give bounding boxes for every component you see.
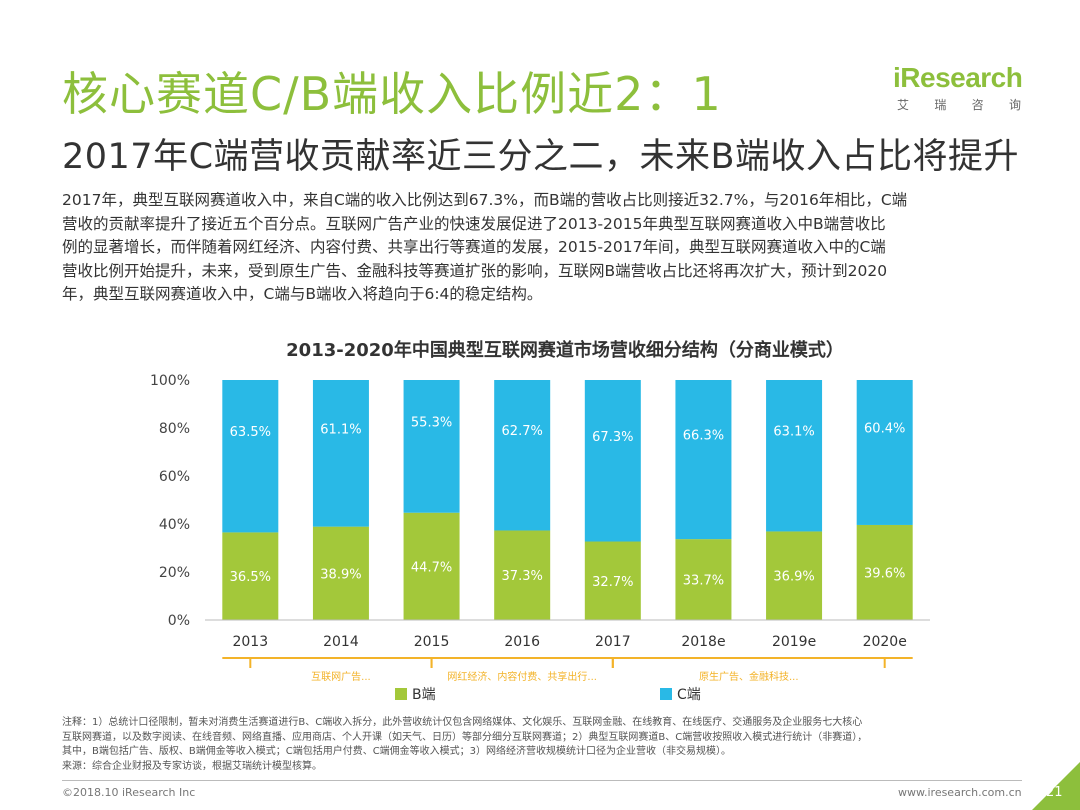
data-label-c: 66.3%	[683, 429, 724, 444]
logo-sub-char: 瑞	[934, 98, 947, 112]
y-tick-label: 40%	[159, 517, 190, 533]
logo-sub-char: 艾	[897, 98, 910, 112]
bar-c-segment	[222, 380, 279, 533]
data-label-c: 55.3%	[411, 415, 452, 430]
stacked-bar-chart: 0% 20% 40% 60% 80% 100% 36.5% 63.5% 2013 38.9% 61.…	[150, 373, 930, 703]
y-tick-label: 60%	[159, 469, 190, 485]
y-tick-label: 80%	[159, 421, 190, 437]
bar-b-segment	[766, 531, 823, 620]
logo-sub-char: 咨	[971, 98, 984, 112]
data-label-b: 36.9%	[773, 570, 814, 585]
bar-b-segment	[675, 539, 732, 620]
data-label-c: 62.7%	[502, 424, 543, 439]
chart-notes: 注释：1）总统计口径限制，暂未对消费生活赛道进行B、C端收入拆分，此外营收统计仅…	[62, 716, 1042, 774]
body-line: 2017年，典型互联网赛道收入中，来自C端的收入比例达到67.3%，而B端的营收…	[62, 191, 908, 209]
bar-c-segment	[312, 380, 369, 527]
bar-b-segment	[403, 512, 460, 620]
bar-c-segment	[766, 380, 823, 532]
data-label-c: 63.5%	[230, 425, 271, 440]
data-label-c: 63.1%	[773, 425, 814, 440]
iresearch-logo: iResearch 艾 瑞 咨 询	[893, 62, 1025, 124]
y-tick-label: 100%	[150, 373, 190, 389]
bar-b-segment	[494, 530, 551, 620]
data-label-b: 39.6%	[864, 566, 905, 581]
chart-title: 2013-2020年中国典型互联网赛道市场营收细分结构（分商业模式）	[286, 340, 844, 361]
note-line: 来源：综合企业财报及专家访谈，根据艾瑞统计模型核算。	[62, 760, 322, 772]
x-tick-label: 2015	[414, 634, 450, 650]
bar-b-segment	[312, 526, 369, 620]
bar-c-segment	[403, 380, 460, 513]
x-tick-label: 2016	[504, 634, 540, 650]
corner-accent	[1032, 762, 1080, 810]
annotation-label: 网红经济、内容付费、共享出行...	[447, 670, 597, 683]
data-label-b: 37.3%	[502, 569, 543, 584]
legend-label: C端	[677, 687, 701, 703]
x-tick-label: 2020e	[863, 634, 907, 650]
body-line: 营收比例开始提升，未来，受到原生广告、金融科技等赛道扩张的影响，互联网B端营收占…	[62, 261, 888, 280]
body-line: 例的显著增长，而伴随着网红经济、内容付费、共享出行等赛道的发展，2015-201…	[62, 238, 886, 256]
note-line: 其中，B端包括广告、版权、B端佣金等收入模式；C端包括用户付费、C端佣金等收入模…	[62, 746, 732, 757]
logo-subtext: 艾 瑞 咨 询	[893, 96, 1021, 113]
data-label-b: 36.5%	[230, 570, 271, 585]
legend-label: B端	[412, 687, 436, 703]
annotation-label: 原生广告、金融科技...	[699, 670, 799, 683]
data-label-b: 44.7%	[411, 560, 452, 575]
annotation-label: 互联网广告...	[311, 670, 371, 683]
body-line: 营收的贡献率提升了接近五个百分点。互联网广告产业的快速发展促进了2013-201…	[62, 214, 886, 233]
x-tick-label: 2018e	[681, 634, 725, 650]
x-tick-label: 2013	[232, 634, 268, 650]
bar-c-segment	[494, 380, 551, 531]
footer-divider	[62, 780, 1022, 781]
legend-swatch	[660, 688, 672, 700]
body-paragraph: 2017年，典型互联网赛道收入中，来自C端的收入比例达到67.3%，而B端的营收…	[62, 189, 1027, 307]
body-line: 年，典型互联网赛道收入中，C端与B端收入将趋向于6:4的稳定结构。	[62, 285, 543, 303]
data-label-b: 32.7%	[592, 575, 633, 590]
bar-b-segment	[222, 532, 279, 620]
data-label-b: 38.9%	[320, 567, 361, 582]
note-line: 注释：1）总统计口径限制，暂未对消费生活赛道进行B、C端收入拆分，此外营收统计仅…	[62, 717, 863, 728]
bar-b-segment	[584, 541, 641, 620]
page-subtitle: 2017年C端营收贡献率近三分之二，未来B端收入占比将提升	[62, 137, 1020, 177]
logo-text: iResearch	[893, 62, 1023, 93]
data-label-c: 60.4%	[864, 421, 905, 436]
x-tick-label: 2017	[595, 634, 631, 650]
footer-url[interactable]: www.iresearch.com.cn	[898, 786, 1022, 799]
data-label-c: 61.1%	[320, 422, 361, 437]
note-line: 互联网赛道，以及数字阅读、在线音频、网络直播、应用商店、个人开课（如天气、日历）…	[62, 731, 868, 743]
y-tick-label: 0%	[168, 613, 190, 629]
data-label-b: 33.7%	[683, 574, 724, 589]
page-number: 21	[1046, 785, 1063, 800]
bar-c-segment	[675, 380, 732, 540]
bar-b-segment	[856, 524, 913, 620]
legend-swatch	[395, 688, 407, 700]
bar-c-segment	[584, 380, 641, 542]
page-title: 核心赛道C/B端收入比例近2：1	[62, 67, 722, 121]
data-label-c: 67.3%	[592, 430, 633, 445]
x-tick-label: 2014	[323, 634, 359, 650]
bar-c-segment	[856, 380, 913, 525]
footer-copyright: ©2018.10 iResearch Inc	[62, 786, 196, 799]
x-tick-label: 2019e	[772, 634, 816, 650]
y-tick-label: 20%	[159, 565, 190, 581]
logo-sub-char: 询	[1008, 98, 1021, 112]
